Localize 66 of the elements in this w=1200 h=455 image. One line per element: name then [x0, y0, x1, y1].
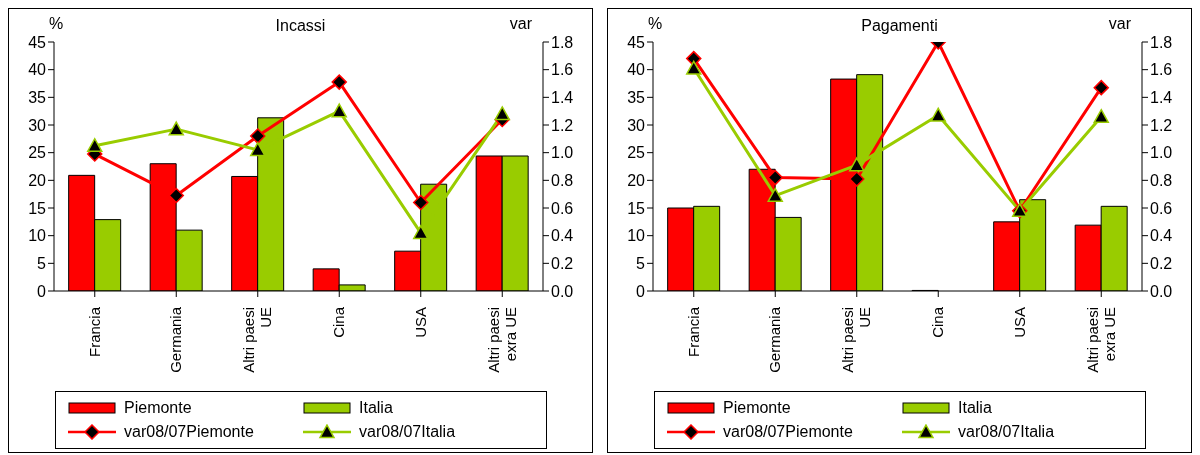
y-axis-title: % [648, 15, 663, 33]
y2-tick-label: 1.4 [551, 89, 574, 107]
x-tick-label: Germania [766, 306, 784, 373]
y2-tick-label: 1.0 [551, 144, 574, 162]
y2-tick-label: 1.6 [551, 61, 574, 79]
y-tick-label: 25 [28, 144, 47, 162]
y-tick-label: 45 [627, 33, 646, 51]
legend-label: Piemonte [124, 399, 192, 417]
y-tick-label: 5 [37, 255, 47, 273]
legend-label: var08/07Italia [958, 423, 1055, 441]
x-tick-label: Altri paesi exra UE [1083, 307, 1118, 373]
legend-label: var08/07Piemonte [723, 423, 853, 441]
y2-tick-label: 0.0 [1150, 282, 1173, 300]
y2-tick-label: 1.0 [1150, 144, 1173, 162]
y-axis-title: % [49, 15, 64, 33]
y2-tick-label: 1.8 [551, 33, 574, 51]
y2-tick-label: 0.4 [551, 227, 574, 245]
y2-tick-label: 0.6 [1150, 199, 1173, 217]
x-tick-label: Altri paesi exra UE [484, 307, 519, 373]
y-tick-label: 40 [28, 61, 47, 79]
legend-label: Piemonte [723, 399, 791, 417]
y2-axis-title: var [509, 15, 532, 33]
y2-tick-label: 1.6 [1150, 61, 1173, 79]
y-tick-label: 10 [28, 227, 47, 245]
y2-tick-label: 0.2 [551, 255, 574, 273]
x-tick-label: Altri paesi UE [839, 307, 874, 373]
y-tick-label: 40 [627, 61, 646, 79]
y-tick-label: 25 [627, 144, 646, 162]
x-tick-label: Germania [167, 306, 185, 373]
x-tick-label: Francia [684, 306, 702, 358]
y-tick-label: 30 [28, 116, 47, 134]
y2-tick-label: 0.2 [1150, 255, 1173, 273]
x-tick-label: USA [411, 307, 429, 338]
y-tick-label: 10 [627, 227, 646, 245]
y-tick-label: 0 [636, 282, 646, 300]
y2-tick-label: 0.8 [551, 172, 574, 190]
y-tick-label: 15 [627, 199, 646, 217]
x-tick-label: Cina [929, 306, 947, 338]
x-tick-label: USA [1010, 307, 1028, 338]
legend-label: var08/07Italia [359, 423, 456, 441]
x-tick-label: Cina [330, 306, 348, 338]
y2-tick-label: 0.8 [1150, 172, 1173, 190]
y-tick-label: 0 [37, 282, 47, 300]
y2-tick-label: 0.0 [551, 282, 574, 300]
y-tick-label: 15 [28, 199, 47, 217]
chart-title: Incassi [275, 17, 326, 34]
x-tick-label: Francia [85, 306, 103, 358]
y2-tick-label: 1.8 [1150, 33, 1173, 51]
y2-axis-title: var [1108, 15, 1131, 33]
y-tick-label: 45 [28, 33, 47, 51]
y2-tick-label: 1.2 [551, 116, 574, 134]
y-tick-label: 30 [627, 116, 646, 134]
legend-label: Italia [359, 399, 393, 417]
y-tick-label: 20 [28, 172, 47, 190]
y2-tick-label: 0.4 [1150, 227, 1173, 245]
y-tick-label: 5 [636, 255, 646, 273]
y-tick-label: 35 [28, 89, 47, 107]
y2-tick-label: 0.6 [551, 199, 574, 217]
y2-tick-label: 1.2 [1150, 116, 1173, 134]
chart-title: Pagamenti [861, 17, 938, 34]
x-tick-label: Altri paesi UE [240, 307, 275, 373]
y-tick-label: 20 [627, 172, 646, 190]
y-tick-label: 35 [627, 89, 646, 107]
y2-tick-label: 1.4 [1150, 89, 1173, 107]
legend-label: Italia [958, 399, 992, 417]
legend-label: var08/07Piemonte [124, 423, 254, 441]
